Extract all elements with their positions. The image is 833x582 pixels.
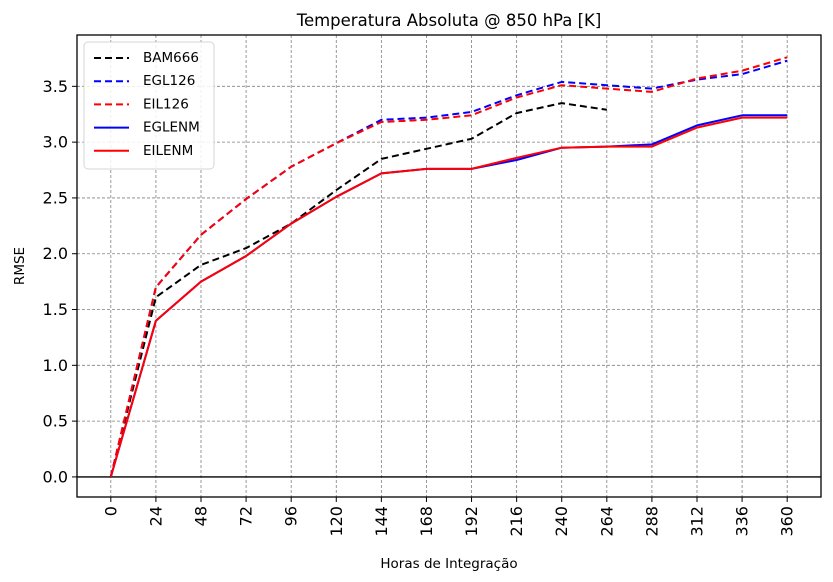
y-tick-label: 1.5 [43,300,68,319]
x-tick-label: 144 [372,506,391,537]
y-tick-label: 1.0 [43,356,68,375]
y-tick-label: 0.5 [43,412,68,431]
legend-item-egl126: EGL126 [94,73,195,89]
x-tick-label: 288 [642,506,661,537]
y-axis: 0.0 0.5 1.0 1.5 2.0 2.5 3.0 3.5 [43,77,77,486]
legend-item-bam666: BAM666 [94,50,199,66]
x-tick-label: 312 [688,506,707,537]
x-tick-label: 216 [507,506,526,537]
x-tick-label: 96 [282,506,301,526]
y-tick-label: 3.0 [43,133,68,152]
legend-label: EIL126 [143,96,189,112]
x-tick-label: 24 [146,506,165,526]
y-tick-label: 0.0 [43,467,68,486]
y-tick-label: 2.0 [43,244,68,263]
x-tick-label: 72 [237,506,256,526]
series-line-bam666 [109,102,607,478]
x-axis: 0 24 48 72 96 120 144 168 192 216 240 264 288 312 336 3… [101,497,797,537]
x-tick-label: 0 [101,506,120,516]
legend-label: EILENM [143,143,193,159]
y-tick-label: 3.5 [43,77,68,96]
x-tick-label: 240 [552,506,571,537]
series-line-eilenm [109,116,788,478]
x-tick-label: 360 [778,506,797,537]
legend-item-eil126: EIL126 [94,96,189,112]
legend-label: BAM666 [143,50,199,66]
x-axis-label: Horas de Integração [380,556,517,572]
x-tick-label: 336 [733,506,752,537]
x-tick-label: 168 [417,506,436,537]
legend: BAM666 EGL126 EIL126 EGLENM EILENM [83,41,215,170]
x-tick-label: 192 [462,506,481,537]
y-tick-label: 2.5 [43,188,68,207]
legend-box [83,41,215,170]
x-tick-label: 48 [192,506,211,526]
axes-frame [76,34,822,498]
series-layer [109,56,788,478]
series-line-eil126 [109,56,788,478]
x-tick-label: 120 [327,506,346,537]
legend-item-eglenm: EGLENM [94,120,200,136]
x-tick-label: 264 [597,506,616,537]
legend-label: EGL126 [143,73,195,89]
legend-item-eilenm: EILENM [94,143,193,159]
chart-title: Temperatura Absoluta @ 850 hPa [K] [296,11,602,30]
y-axis-label: RMSE [12,247,28,285]
legend-label: EGLENM [143,120,200,136]
